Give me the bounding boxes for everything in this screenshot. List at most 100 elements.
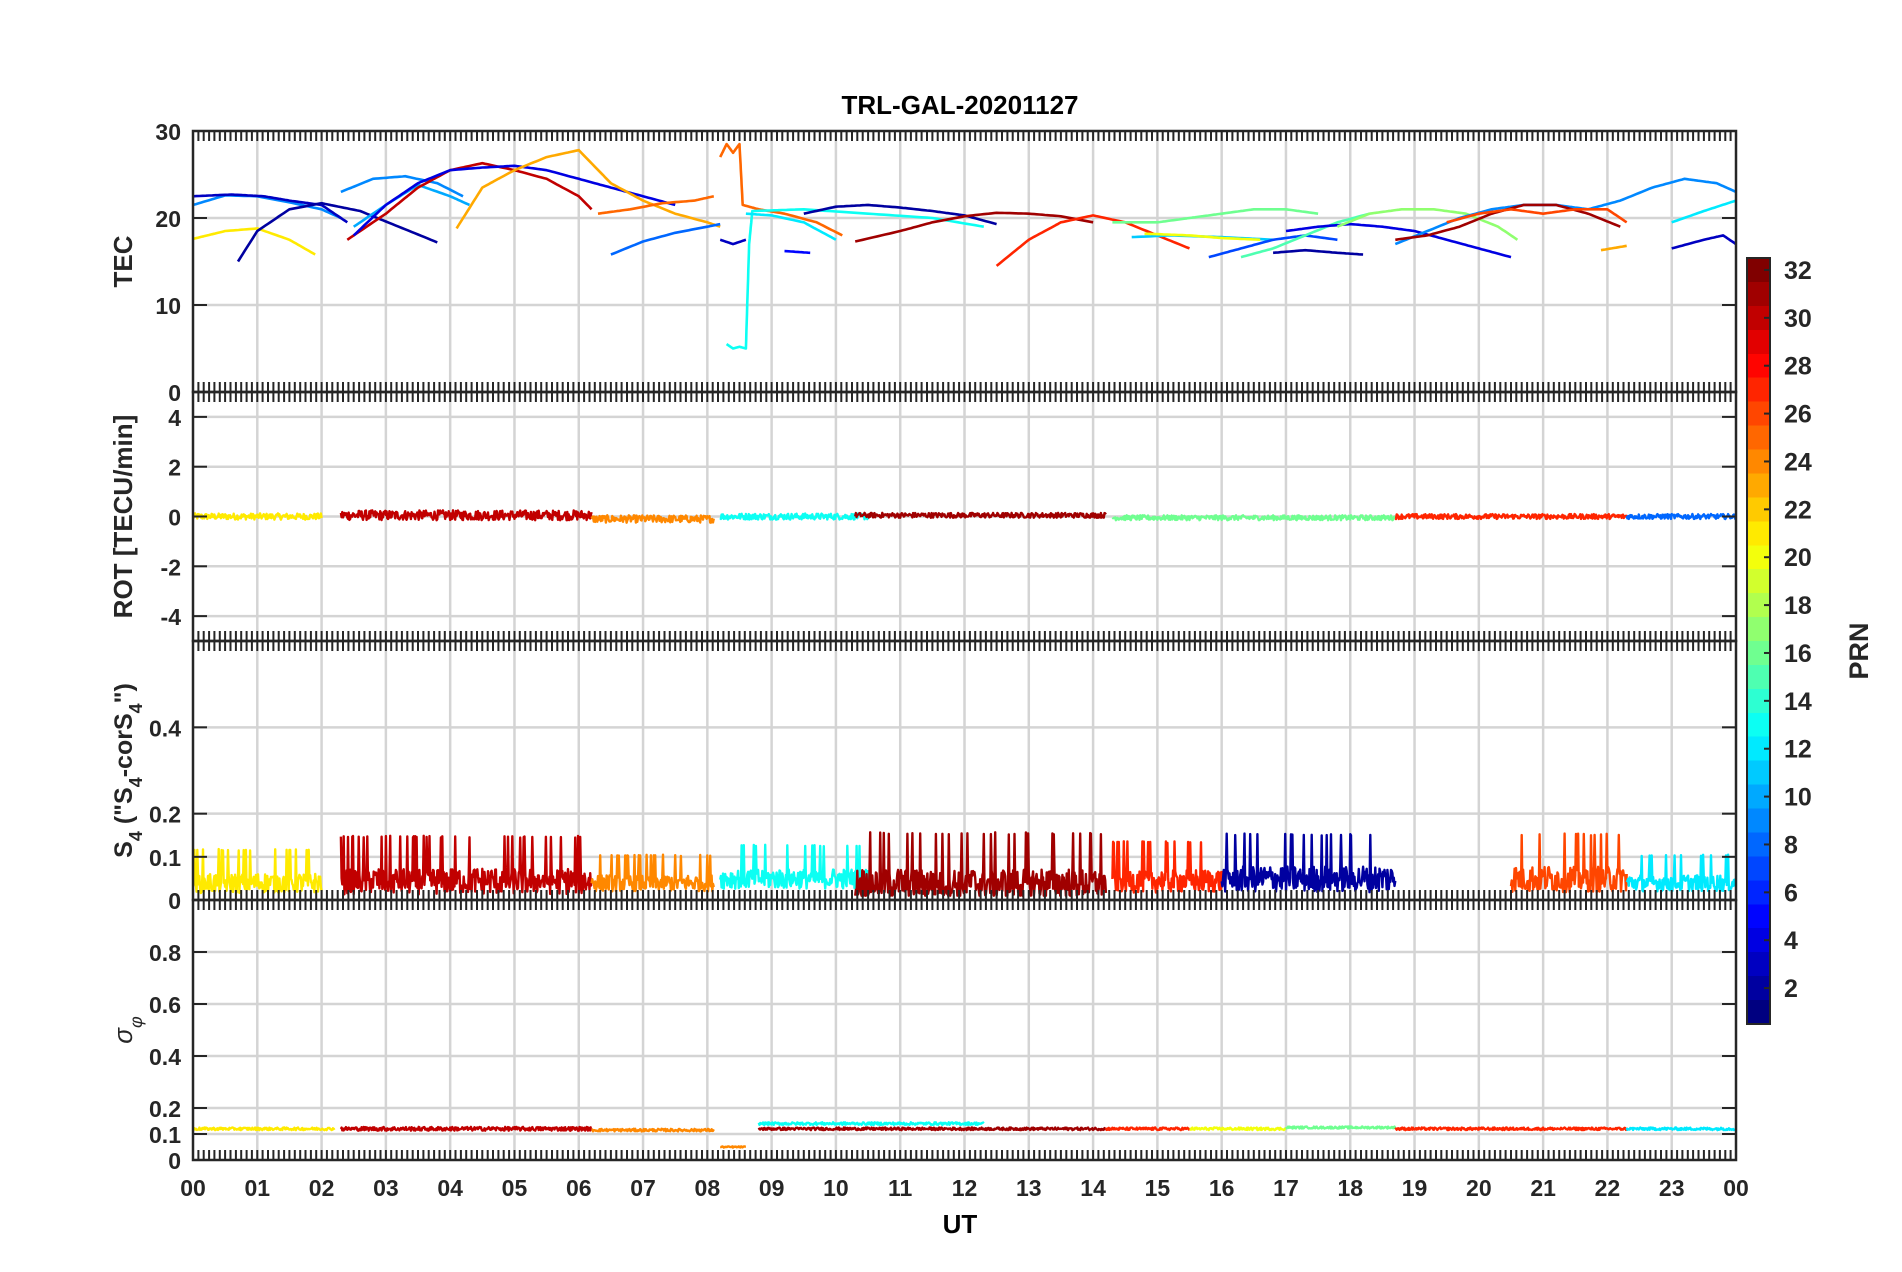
series-line-prn-27	[1394, 1126, 1628, 1132]
plot-area	[193, 831, 1736, 897]
series-line-prn-27	[1104, 1126, 1191, 1132]
series-line-prn-12	[1671, 199, 1736, 224]
series-line-prn-13	[725, 208, 985, 350]
x-tick-label: 17	[1273, 1175, 1299, 1201]
x-tick-label: 09	[759, 1175, 785, 1201]
series-line-prn-23	[1600, 244, 1627, 252]
plot-area	[193, 142, 1736, 350]
plot-area	[193, 1121, 1736, 1149]
series-line-prn-12	[1625, 853, 1736, 893]
panel-s4: 0 0.1 0.2 0.4S4 ("S4-corS4")	[110, 639, 1738, 914]
x-tick-label: 23	[1659, 1175, 1685, 1201]
series-line-prn-30	[339, 1125, 593, 1132]
series-line-prn-24	[590, 853, 715, 893]
series-line-prn-27	[1111, 840, 1223, 894]
x-minor-ticks	[192, 900, 1737, 1160]
series-line-prn-21	[193, 1126, 336, 1132]
x-tick-label: 00	[180, 1175, 206, 1201]
colorbar-tick-label: 16	[1784, 640, 1812, 668]
series-line-prn-25	[719, 142, 843, 237]
y-tick-label: 0.6	[149, 992, 181, 1018]
series-line-prn-31	[854, 831, 1108, 897]
y-axis-label: S4 ("S4-corS4")	[110, 683, 146, 858]
series-line-prn-16	[1111, 514, 1397, 522]
x-tick-marks	[192, 392, 1737, 641]
colorbar-label: PRN	[1844, 622, 1874, 679]
colorbar-tick-label: 30	[1784, 305, 1812, 333]
series-line-prn-13	[719, 843, 870, 890]
series-line-prn-7	[1208, 234, 1338, 259]
series-line-prn-4	[1285, 222, 1512, 259]
x-minor-ticks	[192, 392, 1737, 641]
figure-title: TRL-GAL-20201127	[842, 90, 1079, 120]
series-line-prn-8	[1625, 512, 1736, 521]
x-tick-label: 12	[952, 1175, 978, 1201]
colorbar-border	[1746, 257, 1771, 1025]
y-tick-label: 0.2	[149, 802, 181, 828]
y-tick-label: 0.4	[149, 715, 181, 741]
x-tick-marks	[192, 900, 1737, 1160]
x-tick-label: 20	[1466, 1175, 1492, 1201]
colorbar-tick-label: 28	[1784, 353, 1812, 381]
y-axis-label: σφ	[108, 1016, 146, 1044]
series-line-prn-31	[757, 1126, 1107, 1132]
x-tick-label: 05	[502, 1175, 528, 1201]
series-line-prn-27	[1394, 512, 1628, 521]
series-line-prn-12	[745, 212, 837, 241]
colorbar-tick-label: 2	[1784, 975, 1798, 1003]
series-line-prn-30	[339, 509, 593, 522]
series-line-prn-30	[339, 834, 593, 896]
plot-area	[193, 509, 1736, 524]
y-tick-label: 10	[155, 293, 181, 319]
x-tick-label: 02	[309, 1175, 335, 1201]
panel-tec: 0 10 20 30 TEC	[108, 119, 1738, 406]
series-line-prn-31	[854, 211, 1094, 243]
x-axis-label: UT	[943, 1209, 978, 1239]
x-tick-label: 11	[888, 1175, 913, 1201]
series-line-prn-3	[1671, 234, 1736, 250]
y-axis-label: ROT [TECU/min]	[108, 415, 138, 619]
series-line-prn-5	[784, 249, 811, 255]
colorbar-tick-label: 14	[1784, 688, 1812, 716]
series-line-prn-2	[1273, 248, 1364, 256]
series-line-prn-26	[1509, 832, 1628, 894]
x-tick-label: 10	[823, 1175, 849, 1201]
y-tick-label: 0.8	[149, 940, 181, 966]
x-tick-label: 00	[1723, 1175, 1749, 1201]
colorbar-tick-label: 8	[1784, 831, 1798, 859]
x-minor-ticks	[192, 641, 1737, 900]
x-tick-label: 18	[1337, 1175, 1363, 1201]
series-line-prn-21	[193, 227, 316, 256]
series-line-prn-21	[193, 512, 323, 521]
series-line-prn-2	[1220, 832, 1397, 894]
series-line-prn-9	[193, 194, 342, 220]
series-line-prn-13	[757, 1121, 985, 1127]
panel-sigma-phi: 00.10.2 0.4 0.6 0.8 σφ	[108, 898, 1738, 1174]
y-tick-label: 0	[168, 888, 181, 914]
series-line-prn-20	[1189, 1126, 1287, 1132]
colorbar-tick-label: 12	[1784, 736, 1812, 764]
series-line-prn-21	[193, 847, 323, 895]
x-tick-label: 19	[1402, 1175, 1428, 1201]
x-tick-label: 03	[373, 1175, 399, 1201]
colorbar-gradient	[1747, 258, 1770, 1024]
series-line-prn-20	[1144, 232, 1261, 242]
colorbar-tick-label: 26	[1784, 401, 1812, 429]
x-tick-label: 08	[695, 1175, 721, 1201]
series-line-prn-3	[193, 193, 349, 224]
series-line-prn-9	[340, 174, 464, 198]
colorbar-tick-label: 22	[1784, 496, 1812, 524]
x-tick-label: 22	[1595, 1175, 1621, 1201]
colorbar-tick-label: 4	[1784, 927, 1798, 955]
y-tick-label: 0.1	[149, 845, 181, 871]
series-line-prn-24	[591, 1127, 715, 1133]
colorbar-tick-label: 18	[1784, 592, 1812, 620]
series-line-prn-16	[1284, 1125, 1397, 1130]
series-line-prn-26	[1446, 208, 1628, 224]
series-line-prn-24	[590, 514, 715, 524]
x-tick-marks	[192, 131, 1737, 392]
colorbar-tick-label: 10	[1784, 784, 1812, 812]
series-line-prn-30	[346, 161, 593, 241]
